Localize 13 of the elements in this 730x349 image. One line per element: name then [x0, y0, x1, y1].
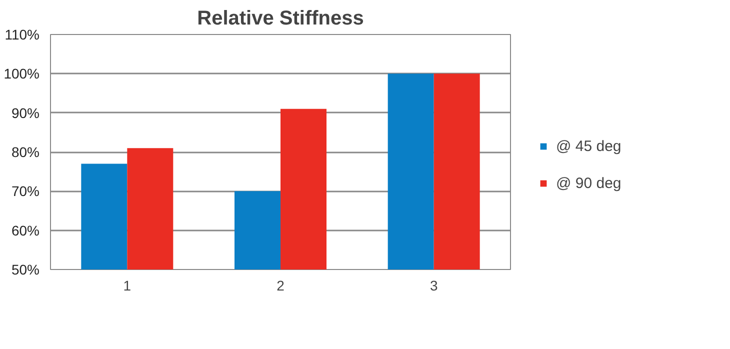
y-tick-label: 90%: [11, 104, 40, 121]
y-tick-label: 70%: [11, 183, 40, 200]
legend-label: @ 90 deg: [556, 174, 622, 192]
x-tick-label: 2: [276, 278, 285, 294]
y-tick-label: 110%: [4, 26, 40, 42]
legend-label: @ 45 deg: [556, 138, 622, 154]
y-tick-label: 50%: [11, 262, 40, 278]
x-tick-label: 1: [123, 278, 132, 294]
y-tick-label: 80%: [11, 144, 40, 160]
chart-title: Relative Stiffness: [197, 8, 364, 30]
y-tick-label: 100%: [4, 66, 40, 82]
y-tick-label: 60%: [11, 222, 40, 238]
x-tick-label: 3: [430, 278, 438, 294]
